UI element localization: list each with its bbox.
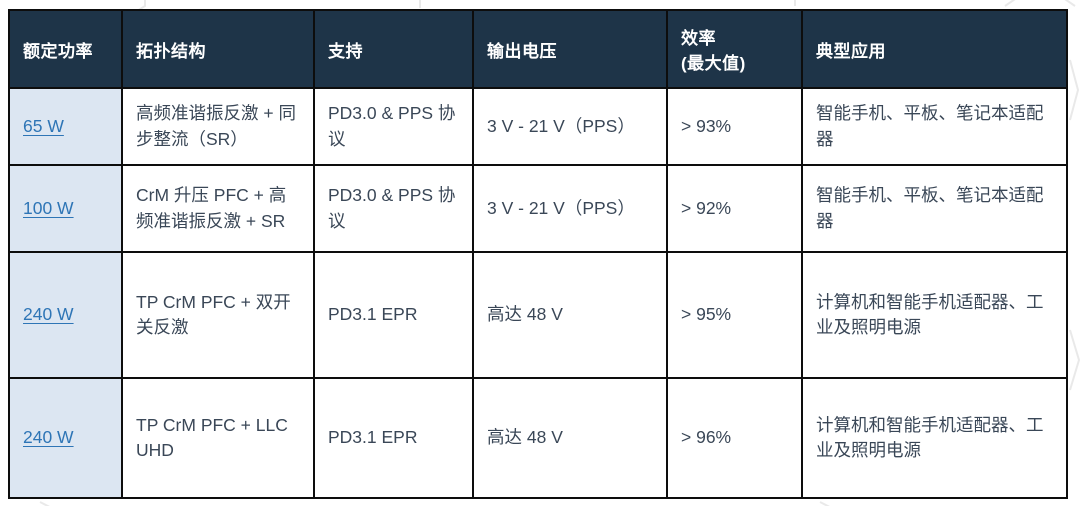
topology-cell: TP CrM PFC + 双开关反激 bbox=[121, 251, 315, 379]
rated-power-cell: 100 W bbox=[8, 164, 123, 253]
table-row: 240 W TP CrM PFC + 双开关反激 PD3.1 EPR 高达 48… bbox=[8, 251, 1068, 379]
applications-cell: 智能手机、平板、笔记本适配器 bbox=[801, 87, 1068, 166]
rated-power-cell: 240 W bbox=[8, 251, 123, 379]
applications-cell: 计算机和智能手机适配器、工业及照明电源 bbox=[801, 251, 1068, 379]
column-header-support: 支持 bbox=[313, 9, 474, 89]
efficiency-cell: > 92% bbox=[666, 164, 803, 253]
support-cell: PD3.1 EPR bbox=[313, 377, 474, 499]
column-header-applications: 典型应用 bbox=[801, 9, 1068, 89]
voltage-cell: 高达 48 V bbox=[472, 251, 668, 379]
support-cell: PD3.1 EPR bbox=[313, 251, 474, 379]
voltage-cell: 3 V - 21 V（PPS） bbox=[472, 164, 668, 253]
power-adapter-spec-table: 额定功率 拓扑结构 支持 输出电压 效率 (最大值) 典型应用 65 W 高频准… bbox=[8, 9, 1068, 499]
rated-power-link[interactable]: 240 W bbox=[23, 427, 74, 448]
table-row: 100 W CrM 升压 PFC + 高频准谐振反激 + SR PD3.0 & … bbox=[8, 164, 1068, 253]
applications-cell: 计算机和智能手机适配器、工业及照明电源 bbox=[801, 377, 1068, 499]
support-cell: PD3.0 & PPS 协议 bbox=[313, 164, 474, 253]
table-row: 240 W TP CrM PFC + LLC UHD PD3.1 EPR 高达 … bbox=[8, 377, 1068, 499]
rated-power-cell: 240 W bbox=[8, 377, 123, 499]
efficiency-cell: > 93% bbox=[666, 87, 803, 166]
column-header-topology: 拓扑结构 bbox=[121, 9, 315, 89]
rated-power-cell: 65 W bbox=[8, 87, 123, 166]
rated-power-link[interactable]: 100 W bbox=[23, 197, 74, 218]
efficiency-cell: > 96% bbox=[666, 377, 803, 499]
column-header-output-voltage: 输出电压 bbox=[472, 9, 668, 89]
topology-cell: CrM 升压 PFC + 高频准谐振反激 + SR bbox=[121, 164, 315, 253]
applications-cell: 智能手机、平板、笔记本适配器 bbox=[801, 164, 1068, 253]
topology-cell: TP CrM PFC + LLC UHD bbox=[121, 377, 315, 499]
column-header-efficiency: 效率 (最大值) bbox=[666, 9, 803, 89]
column-header-rated-power: 额定功率 bbox=[8, 9, 123, 89]
table-header-row: 额定功率 拓扑结构 支持 输出电压 效率 (最大值) 典型应用 bbox=[8, 9, 1068, 89]
rated-power-link[interactable]: 240 W bbox=[23, 304, 74, 325]
voltage-cell: 高达 48 V bbox=[472, 377, 668, 499]
topology-cell: 高频准谐振反激 + 同步整流（SR） bbox=[121, 87, 315, 166]
support-cell: PD3.0 & PPS 协议 bbox=[313, 87, 474, 166]
efficiency-cell: > 95% bbox=[666, 251, 803, 379]
table-row: 65 W 高频准谐振反激 + 同步整流（SR） PD3.0 & PPS 协议 3… bbox=[8, 87, 1068, 166]
rated-power-link[interactable]: 65 W bbox=[23, 115, 64, 136]
voltage-cell: 3 V - 21 V（PPS） bbox=[472, 87, 668, 166]
